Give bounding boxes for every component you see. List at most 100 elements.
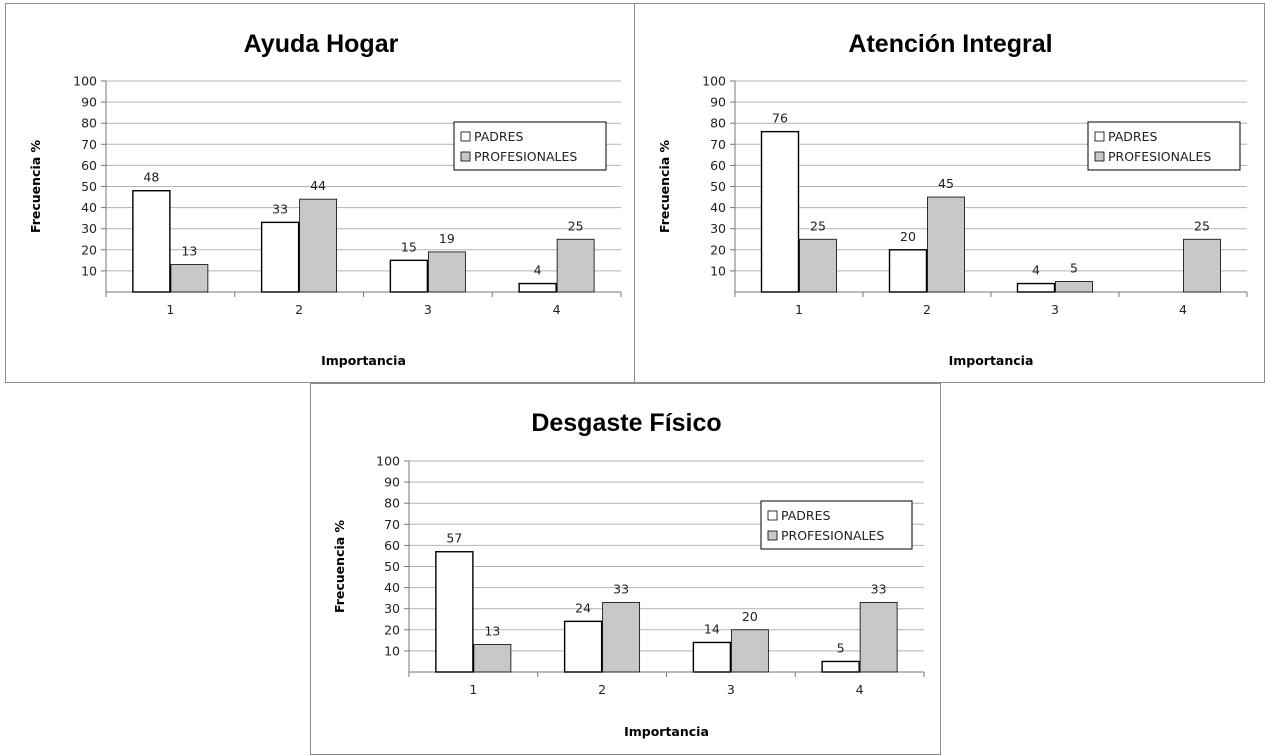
data-label-padres: 5 [837, 640, 845, 655]
y-tick-label: 80 [81, 116, 97, 131]
bar-profesionales [799, 238, 837, 293]
bar-padres [888, 249, 928, 293]
data-label-profesionales: 25 [810, 218, 826, 233]
x-tick-label: 1 [166, 302, 174, 317]
bar-profesionales [556, 238, 595, 293]
x-tick-label: 1 [795, 302, 803, 317]
y-tick-label: 70 [384, 517, 400, 532]
y-tick-label: 20 [710, 242, 726, 257]
x-tick-label: 3 [727, 682, 735, 697]
bar-padres [260, 221, 300, 293]
bar-profesionales [170, 264, 209, 293]
bar-profesionales [859, 601, 898, 673]
data-label-profesionales: 20 [742, 609, 758, 624]
data-label-padres: 76 [772, 111, 788, 126]
y-tick-label: 50 [710, 179, 726, 194]
chart-atencion-integral: Atención Integral 10 20 30 40 50 60 70 80 90 100 1 7… [657, 30, 1248, 368]
bar-padres [760, 130, 800, 293]
chart-title: Ayuda Hogar [244, 30, 399, 58]
legend-box [760, 500, 913, 550]
legend-swatch-padres [1094, 131, 1105, 142]
data-label-profesionales: 33 [613, 581, 629, 596]
y-tick-label: 10 [384, 643, 400, 658]
y-tick-label: 30 [710, 221, 726, 236]
chart-desgaste-fisico: Desgaste Físico 10 20 30 40 50 60 70 80 90 100 1 57 1… [332, 409, 925, 739]
y-tick-label: 10 [710, 263, 726, 278]
bar-profesionales [299, 198, 338, 293]
data-label-padres: 20 [900, 229, 916, 244]
legend-label-padres: PADRES [781, 508, 830, 523]
bar-padres [563, 620, 603, 673]
bar-padres [692, 641, 732, 673]
chart-panel-ayuda-hogar: Ayuda Hogar 10 20 30 40 50 60 70 80 90 100 1 48 13 2 33… [5, 3, 635, 383]
x-tick-label: 4 [553, 302, 561, 317]
y-tick-label: 50 [384, 559, 400, 574]
bar-padres [132, 190, 171, 293]
data-label-padres: 14 [704, 621, 720, 636]
data-label-profesionales: 19 [439, 231, 455, 246]
data-label-padres: 48 [143, 170, 159, 185]
y-axis-label: Frecuencia % [657, 139, 672, 233]
chart-ayuda-hogar: Ayuda Hogar10203040506070809010014813233… [28, 30, 622, 368]
bar-profesionales [602, 601, 641, 673]
bar-profesionales [730, 629, 769, 673]
data-label-profesionales: 25 [1194, 218, 1210, 233]
y-axis-label: Frecuencia % [28, 139, 43, 233]
data-label-profesionales: 44 [310, 178, 326, 193]
data-label-profesionales: 13 [484, 624, 500, 639]
x-tick-label: 2 [923, 302, 931, 317]
legend-swatch-padres [460, 131, 471, 142]
legend-box [1087, 121, 1241, 171]
legend-swatch-profesionales [460, 151, 471, 162]
x-tick-label: 3 [424, 302, 432, 317]
legend-label-profesionales: PROFESIONALES [1108, 149, 1211, 164]
chart-title: Atención Integral [848, 30, 1052, 58]
legend-swatch-padres [767, 510, 778, 521]
y-tick-label: 40 [710, 200, 726, 215]
legend-label-padres: PADRES [474, 129, 523, 144]
y-tick-label: 70 [81, 137, 97, 152]
y-tick-label: 100 [702, 74, 726, 89]
y-tick-label: 50 [81, 179, 97, 194]
data-label-profesionales: 45 [938, 176, 954, 191]
bar-profesionales [927, 196, 965, 293]
y-tick-label: 90 [81, 95, 97, 110]
y-tick-label: 60 [710, 158, 726, 173]
y-axis-label: Frecuencia % [332, 519, 347, 613]
data-label-padres: 24 [575, 600, 591, 615]
y-tick-label: 30 [384, 601, 400, 616]
legend-label-profesionales: PROFESIONALES [474, 149, 577, 164]
data-label-padres: 15 [401, 239, 417, 254]
legend-box [453, 121, 607, 171]
data-label-padres: 33 [272, 201, 288, 216]
legend-label-profesionales: PROFESIONALES [781, 528, 884, 543]
bar-padres [1016, 282, 1056, 293]
y-tick-label: 30 [81, 221, 97, 236]
data-label-profesionales: 5 [1070, 260, 1078, 275]
y-tick-label: 60 [81, 158, 97, 173]
bar-profesionales [473, 644, 512, 673]
y-tick-label: 10 [81, 263, 97, 278]
bar-profesionales [1055, 281, 1093, 293]
x-tick-label: 2 [295, 302, 303, 317]
y-tick-label: 90 [384, 475, 400, 490]
y-tick-label: 40 [384, 580, 400, 595]
x-tick-label: 4 [1179, 302, 1187, 317]
y-tick-label: 90 [710, 95, 726, 110]
chart-panel-atencion-integral: Atención Integral 10 20 30 40 50 60 70 80 90 100 1 7… [634, 3, 1265, 383]
data-label-profesionales: 25 [568, 218, 584, 233]
x-tick-label: 3 [1051, 302, 1059, 317]
data-label-profesionales: 13 [181, 244, 197, 259]
y-tick-label: 20 [81, 242, 97, 257]
bar-padres [435, 551, 474, 673]
legend-swatch-profesionales [767, 530, 778, 541]
x-axis-label: Importancia [949, 353, 1034, 368]
y-tick-label: 40 [81, 200, 97, 215]
x-axis-label: Importancia [624, 724, 709, 739]
data-label-padres: 4 [1032, 263, 1040, 278]
y-tick-label: 80 [710, 116, 726, 131]
bar-profesionales [427, 251, 466, 293]
y-tick-label: 60 [384, 538, 400, 553]
chart-title: Desgaste Físico [531, 409, 721, 437]
bar-profesionales [1183, 238, 1221, 293]
